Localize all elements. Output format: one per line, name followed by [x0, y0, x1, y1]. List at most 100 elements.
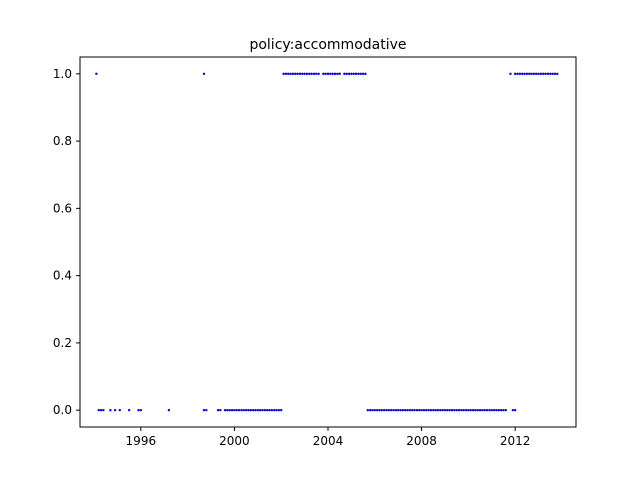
data-point — [513, 408, 517, 412]
data-point — [542, 72, 545, 76]
data-point — [455, 408, 458, 412]
data-point — [392, 408, 395, 412]
data-point — [481, 408, 484, 412]
data-point — [347, 72, 351, 76]
data-point — [270, 408, 274, 412]
data-point — [345, 72, 348, 76]
data-point — [525, 72, 529, 76]
data-point — [202, 408, 206, 412]
data-point — [97, 408, 100, 412]
data-point — [237, 408, 241, 412]
data-point — [516, 72, 519, 76]
data-point — [406, 408, 409, 412]
data-point — [380, 408, 384, 412]
data-point — [394, 408, 398, 412]
data-point — [102, 408, 105, 412]
data-point — [226, 408, 229, 412]
data-point — [261, 408, 264, 412]
data-point — [315, 72, 318, 76]
y-tick-label: 0.0 — [53, 403, 72, 417]
data-point — [436, 408, 440, 412]
data-point — [251, 408, 255, 412]
data-point — [471, 408, 475, 412]
data-point — [425, 408, 428, 412]
y-tick-label: 1.0 — [53, 67, 72, 81]
data-point — [296, 72, 299, 76]
data-point — [331, 72, 334, 76]
data-point — [336, 72, 339, 76]
data-point — [338, 72, 341, 76]
data-point — [352, 72, 355, 76]
data-point — [139, 408, 143, 412]
data-point — [378, 408, 381, 412]
data-point — [366, 408, 369, 412]
data-point — [109, 408, 112, 412]
data-point — [373, 408, 376, 412]
data-point — [422, 408, 426, 412]
data-point — [389, 408, 393, 412]
data-point — [474, 408, 477, 412]
data-point — [272, 408, 276, 412]
data-point — [520, 72, 524, 76]
data-point — [427, 408, 430, 412]
data-point — [387, 408, 391, 412]
data-point — [457, 408, 461, 412]
data-point — [429, 408, 433, 412]
data-point — [492, 408, 496, 412]
data-point — [359, 72, 362, 76]
data-point — [289, 72, 292, 76]
data-point — [509, 72, 512, 76]
data-point — [513, 72, 517, 76]
data-point — [244, 408, 248, 412]
y-tick-label: 0.4 — [53, 269, 72, 283]
x-tick-label: 2000 — [219, 434, 250, 448]
data-point — [235, 408, 238, 412]
data-point — [95, 72, 98, 76]
data-point — [310, 72, 313, 76]
data-point — [303, 72, 306, 76]
data-point — [247, 408, 250, 412]
data-point — [219, 408, 222, 412]
data-point — [450, 408, 454, 412]
data-point — [535, 72, 538, 76]
data-point — [249, 408, 252, 412]
data-point — [396, 408, 400, 412]
data-point — [549, 72, 552, 76]
data-point — [357, 72, 360, 76]
data-point — [216, 408, 220, 412]
data-point — [399, 408, 402, 412]
data-point — [329, 72, 332, 76]
data-point — [502, 408, 505, 412]
data-point — [118, 408, 121, 412]
data-point — [99, 408, 103, 412]
data-point — [265, 408, 269, 412]
data-point — [277, 408, 281, 412]
data-point — [280, 408, 283, 412]
data-point — [350, 72, 353, 76]
data-point — [258, 408, 262, 412]
data-point — [439, 408, 442, 412]
data-point — [464, 408, 468, 412]
data-point — [256, 408, 260, 412]
data-point — [333, 72, 337, 76]
data-point — [322, 72, 325, 76]
data-point — [368, 408, 372, 412]
data-point — [432, 408, 435, 412]
data-point — [233, 408, 236, 412]
data-point — [275, 408, 278, 412]
data-point — [434, 408, 437, 412]
data-point — [371, 408, 374, 412]
data-point — [127, 408, 131, 412]
x-axis: 1996 2000 2004 2008 2012 — [126, 427, 530, 448]
data-point — [317, 72, 320, 76]
data-point — [240, 408, 243, 412]
data-point — [382, 408, 386, 412]
data-point — [511, 408, 515, 412]
data-point — [167, 408, 171, 412]
data-point — [544, 72, 547, 76]
data-point — [301, 72, 304, 76]
data-point — [137, 408, 140, 412]
data-point — [268, 408, 271, 412]
data-point — [205, 408, 208, 412]
